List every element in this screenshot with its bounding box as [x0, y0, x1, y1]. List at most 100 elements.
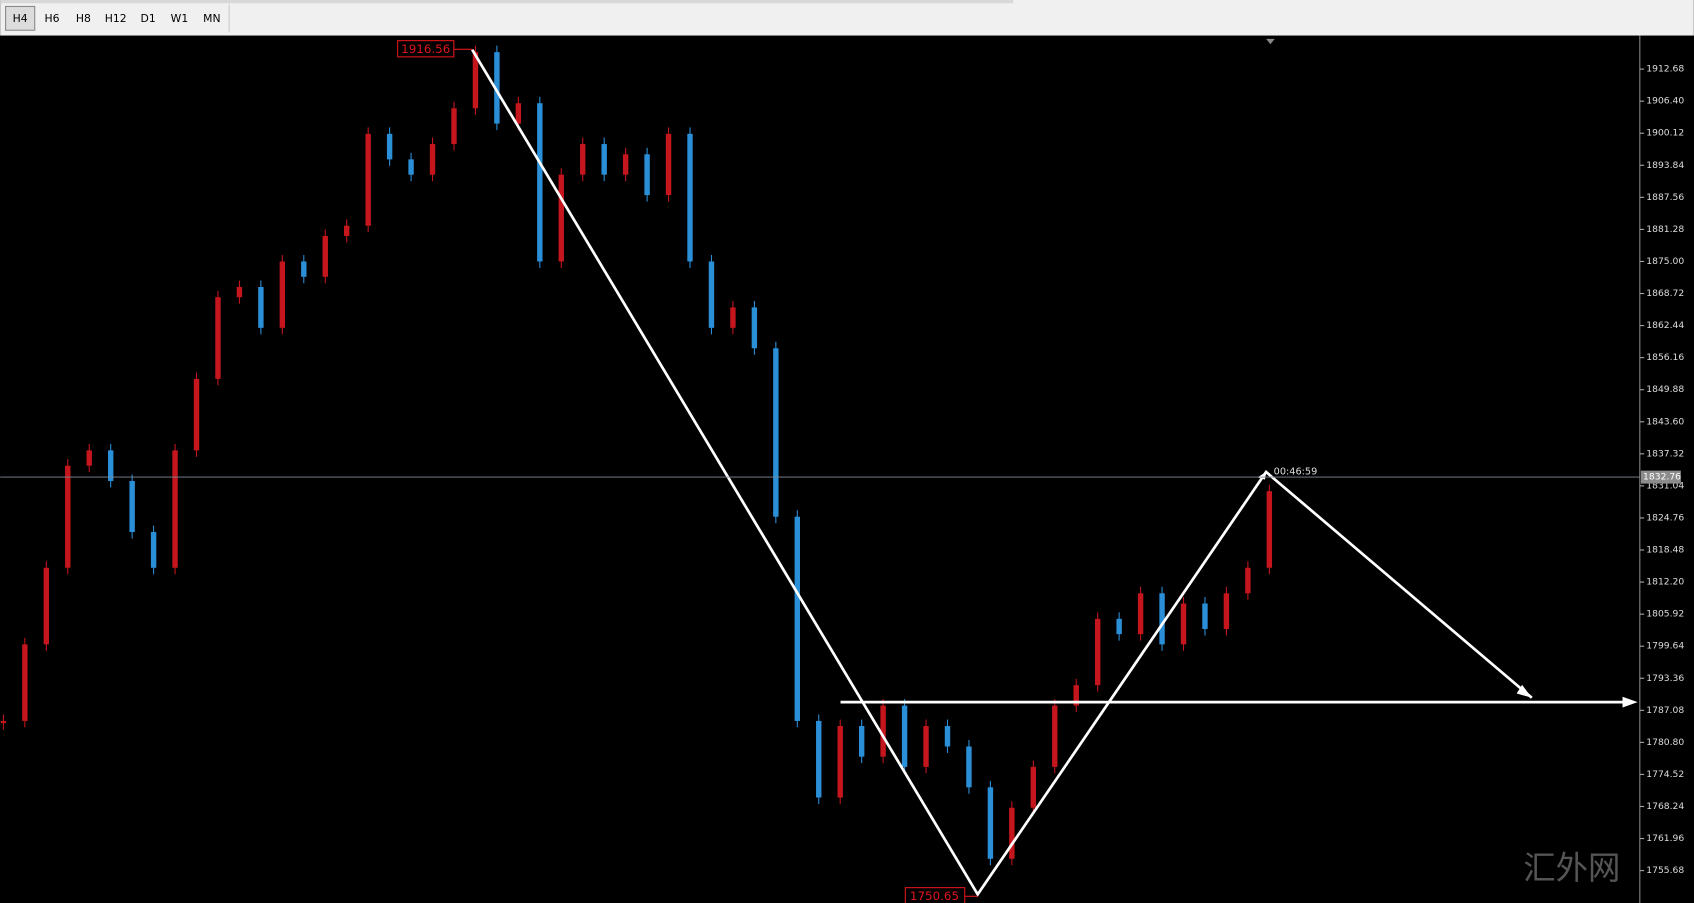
toolbar-top-strip [0, 0, 1014, 4]
candle-body [129, 480, 135, 533]
y-tick-label: 1856.16 [1646, 352, 1684, 363]
candle-body [1116, 618, 1122, 635]
chart-area [0, 35, 1694, 903]
candle-body [580, 144, 586, 175]
timeframe-label[interactable]: H4 [13, 12, 28, 25]
candle-body [944, 726, 951, 747]
zigzag-drawing [471, 48, 1533, 897]
candle-body [1137, 593, 1144, 635]
candle-body [429, 144, 436, 175]
candle-body [65, 465, 71, 568]
candle-body [107, 450, 114, 481]
candle-body [0, 720, 7, 724]
candle-body [494, 52, 500, 124]
y-tick-label: 1900.12 [1646, 128, 1684, 139]
y-tick-label: 1862.44 [1646, 320, 1684, 331]
candle-body [1245, 567, 1251, 594]
candle-body [236, 286, 243, 298]
candle-body [966, 746, 972, 788]
candle-body [730, 307, 736, 328]
y-tick-label: 1881.28 [1646, 224, 1684, 235]
candle-body [322, 235, 328, 277]
candle-body [773, 348, 779, 517]
candle-body [665, 133, 672, 196]
candle-body [344, 225, 350, 236]
candle-body [644, 154, 650, 196]
y-tick-label: 1875.00 [1646, 256, 1684, 267]
candle-body [601, 144, 607, 175]
candle-body [172, 450, 178, 568]
candle-body [43, 567, 50, 645]
arrow-head [1622, 696, 1638, 708]
candle-body [794, 516, 800, 721]
candle-body [86, 450, 92, 466]
candle-body [472, 52, 479, 109]
candle-body [1052, 705, 1058, 767]
candle-body [537, 103, 543, 262]
candle-body [1223, 593, 1230, 630]
candle-body [365, 133, 371, 226]
candle-body [708, 261, 715, 328]
candle-body [193, 378, 200, 451]
candle-body [901, 705, 908, 767]
current-price-label: 1832.76 [1643, 472, 1681, 483]
y-tick-label: 1906.40 [1646, 96, 1684, 107]
timeframe-label[interactable]: D1 [141, 12, 156, 25]
low-label: 1750.65 [910, 889, 959, 903]
timeframe-label[interactable]: H6 [45, 12, 60, 25]
y-tick-label: 1774.52 [1646, 769, 1684, 780]
timeframe-label[interactable]: H12 [105, 12, 127, 25]
candle-body [987, 787, 994, 859]
candle-body [22, 644, 28, 721]
candle-body [1159, 593, 1165, 645]
candle-body [451, 108, 457, 145]
y-tick-label: 1818.48 [1646, 545, 1684, 556]
toolbar [0, 0, 1694, 36]
y-tick-label: 1761.96 [1646, 833, 1684, 844]
candle-body [1202, 603, 1208, 630]
candle-body [622, 154, 629, 175]
candle-body [279, 261, 286, 328]
current-price-box [1640, 470, 1681, 484]
y-tick-label: 1780.80 [1646, 737, 1684, 748]
y-tick-label: 1912.68 [1646, 64, 1684, 75]
y-tick-label: 1831.04 [1646, 480, 1684, 491]
y-tick-label: 1768.24 [1646, 801, 1684, 812]
candle-body [1180, 603, 1187, 645]
y-tick-label: 1868.72 [1646, 288, 1684, 299]
candle-body [215, 297, 221, 379]
y-tick-label: 1793.36 [1646, 673, 1684, 684]
arrow-head [1257, 472, 1267, 480]
shift-marker [1266, 38, 1275, 45]
candle-body [1009, 807, 1015, 859]
candle-body [837, 726, 843, 798]
candle-body [1266, 491, 1273, 568]
candle-body [258, 286, 264, 328]
high-label: 1916.56 [401, 42, 450, 56]
candle-body [1073, 685, 1079, 706]
y-tick-label: 1805.92 [1646, 609, 1684, 620]
y-tick-label: 1824.76 [1646, 512, 1684, 523]
candle-body [386, 133, 393, 160]
candle-body [1094, 618, 1101, 686]
timeframe-label[interactable]: H8 [76, 12, 91, 25]
candle-body [858, 726, 865, 757]
candle-body [1030, 766, 1037, 808]
candle-body [558, 174, 564, 262]
y-tick-label: 1799.64 [1646, 641, 1684, 652]
timeframe-label[interactable]: W1 [171, 12, 189, 25]
y-tick-label: 1849.88 [1646, 384, 1684, 395]
candle-body [515, 103, 522, 124]
candle-body [150, 532, 157, 568]
y-tick-label: 1887.56 [1646, 192, 1684, 203]
y-tick-label: 1755.68 [1646, 865, 1684, 876]
watermark: 汇外网 [1523, 849, 1620, 887]
timeframe-label[interactable]: MN [203, 12, 220, 25]
candle-body [751, 307, 758, 349]
candle-body [880, 705, 886, 757]
candle-body [923, 726, 929, 767]
timeframe-button[interactable] [5, 5, 36, 31]
arrow-head [1516, 684, 1532, 698]
y-tick-label: 1893.84 [1646, 160, 1684, 171]
y-tick-label: 1787.08 [1646, 705, 1684, 716]
